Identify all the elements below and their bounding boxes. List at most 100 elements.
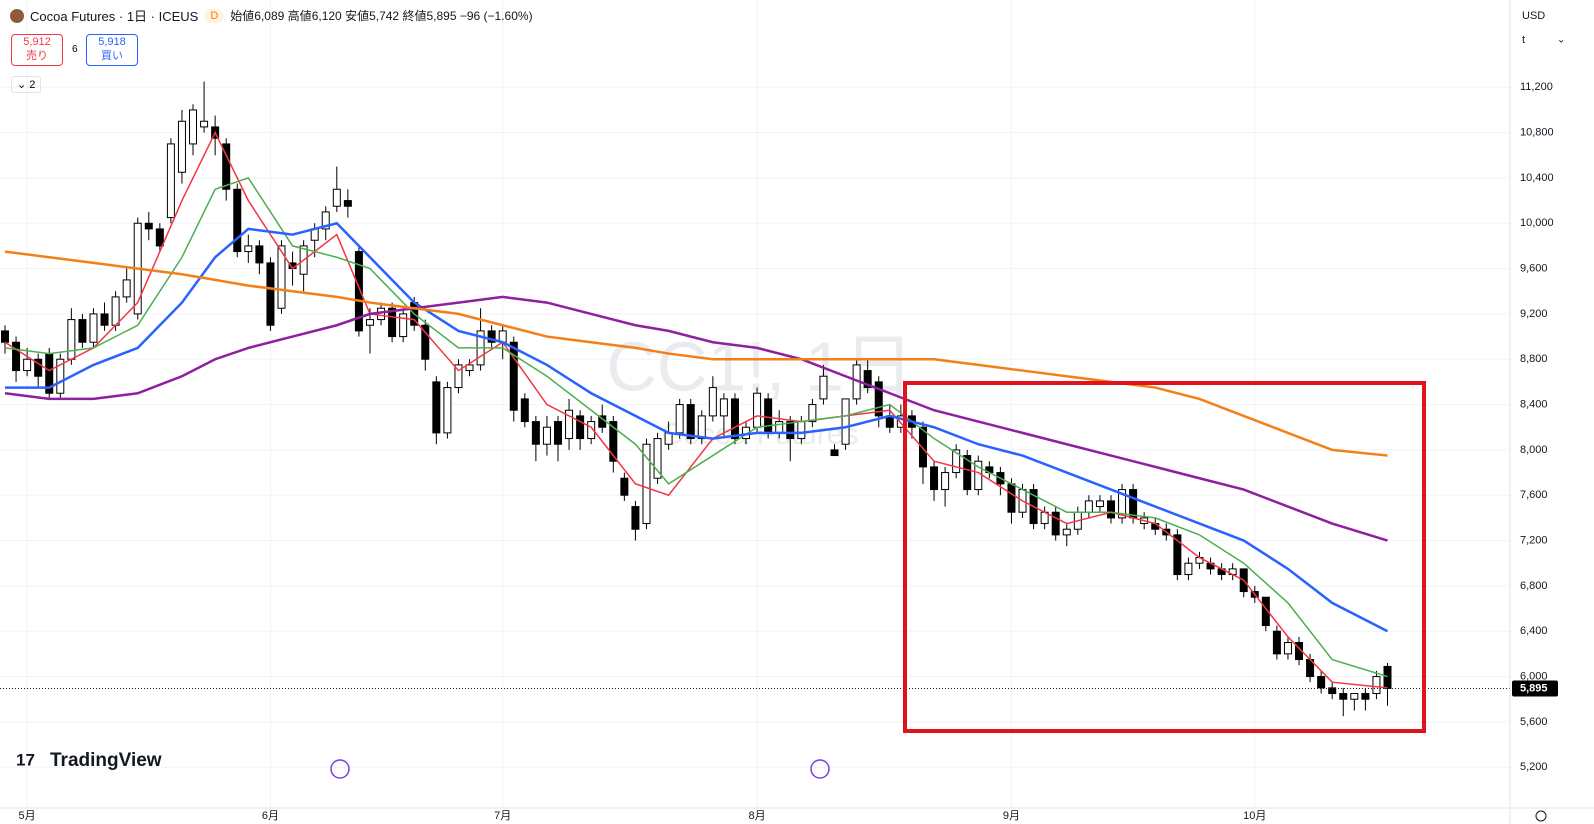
candle-body xyxy=(1129,489,1138,519)
ohlc-value: 6,120 xyxy=(311,9,342,23)
candle-body xyxy=(963,455,972,491)
ohlc-value: 5,742 xyxy=(369,9,400,23)
candle-body xyxy=(266,262,275,326)
candle-body xyxy=(730,398,739,440)
candle-body xyxy=(874,381,883,417)
interval-badge: D xyxy=(204,8,225,23)
candle-body xyxy=(67,319,76,360)
candle-body xyxy=(1,330,9,343)
change: −96 (−1.60%) xyxy=(459,9,533,23)
candle-body xyxy=(34,358,43,377)
candle-body xyxy=(830,449,839,457)
candle-body xyxy=(509,341,518,411)
event-marker[interactable] xyxy=(330,759,350,779)
candle-body xyxy=(1118,489,1127,519)
y-tick-label: 6,000 xyxy=(1520,670,1548,682)
currency[interactable]: USD xyxy=(1522,10,1545,22)
candle-body xyxy=(78,319,87,343)
event-marker[interactable] xyxy=(810,759,830,779)
candle-body xyxy=(686,404,695,440)
candle-body xyxy=(233,188,242,253)
candle-body xyxy=(708,387,717,417)
candle-body xyxy=(1173,534,1182,576)
candle-body xyxy=(1051,511,1060,536)
candle-body xyxy=(465,364,474,372)
buy-price: 5,918 xyxy=(98,36,126,48)
y-tick-label: 6,800 xyxy=(1520,580,1548,592)
candle-body xyxy=(354,251,363,332)
candle-body xyxy=(520,398,529,423)
candle-body xyxy=(189,109,198,145)
spread: 6 xyxy=(72,44,78,55)
ohlc-label: 高値 xyxy=(287,9,312,23)
candle-body xyxy=(487,330,496,343)
sell-button[interactable]: 5,912 売り xyxy=(11,34,63,66)
candle-body xyxy=(952,449,961,474)
moving-average xyxy=(4,130,1388,689)
y-tick-label: 6,400 xyxy=(1520,625,1548,637)
candle-body xyxy=(23,358,32,372)
indicators-count: 2 xyxy=(29,79,36,91)
candle-body xyxy=(421,324,430,360)
sell-label: 売り xyxy=(26,50,48,62)
candle-body xyxy=(786,421,795,440)
candle-body xyxy=(1084,500,1093,513)
candle-body xyxy=(388,307,397,338)
y-tick-label: 5,200 xyxy=(1520,761,1548,773)
candle-body xyxy=(531,421,540,445)
x-tick-label: 9月 xyxy=(1003,810,1020,822)
candle-body xyxy=(1062,528,1071,536)
watermark-symbol: CC1!, 1日 xyxy=(606,327,913,405)
ohlc-label: 終値 xyxy=(402,9,427,23)
x-tick-label: 8月 xyxy=(749,810,766,822)
chevron: ⌄ xyxy=(17,79,30,91)
symbol[interactable]: Cocoa Futures · 1日 · ICEUS xyxy=(30,9,199,24)
candle-body xyxy=(653,438,662,479)
candle-body xyxy=(321,211,330,230)
candle-body xyxy=(255,245,264,264)
candle-body xyxy=(554,421,562,445)
candle-body xyxy=(797,421,806,440)
candle-body xyxy=(343,200,352,207)
ohlc-label: 始値 xyxy=(230,9,255,23)
candle-body xyxy=(177,120,186,173)
candle-body xyxy=(1317,676,1326,689)
candle-body xyxy=(609,421,618,462)
candle-body xyxy=(565,409,574,440)
moving-average xyxy=(4,177,1388,678)
candle-body xyxy=(454,364,463,389)
candle-body xyxy=(155,228,164,247)
ohlc-value: 5,895 xyxy=(426,9,457,23)
moving-average xyxy=(5,221,1389,633)
symbol-icon xyxy=(10,8,24,23)
candle-body xyxy=(642,443,651,525)
x-tick-label: 7月 xyxy=(494,810,511,822)
dropdown-icon[interactable]: ⌄ xyxy=(1557,35,1565,46)
candle-body xyxy=(1328,687,1337,695)
candle-body xyxy=(841,398,850,445)
candle-body xyxy=(111,296,120,326)
y-tick-label: 9,200 xyxy=(1520,308,1548,320)
y-tick-label: 11,200 xyxy=(1520,81,1553,93)
last-price-label: 5,895 xyxy=(1520,682,1548,694)
y-tick-label: 7,200 xyxy=(1520,534,1548,546)
buy-button[interactable]: 5,918 買い xyxy=(86,34,138,66)
axes: 5,200 5,600 6,000 6,400 6,800 7,200 7,600 8,000… xyxy=(19,81,1558,822)
settings-icon[interactable] xyxy=(1535,810,1547,822)
moving-average xyxy=(4,250,1388,457)
candle-body xyxy=(719,398,728,417)
y-tick-label: 9,600 xyxy=(1520,262,1548,274)
candle-body xyxy=(200,120,209,128)
indicators-toggle[interactable]: ⌄ 2 xyxy=(11,76,42,93)
y-tick-label: 5,600 xyxy=(1520,716,1548,728)
last-price-tag xyxy=(1512,680,1558,697)
candle-body xyxy=(1107,500,1115,519)
ohlc: 始値6,089 高値6,120 安値5,742 終値5,895 −96 (−1.… xyxy=(230,7,532,24)
candle-body xyxy=(1272,630,1281,655)
y-tick-label: 8,800 xyxy=(1520,353,1548,365)
unit[interactable]: t xyxy=(1522,34,1525,46)
candle-body xyxy=(576,415,585,440)
